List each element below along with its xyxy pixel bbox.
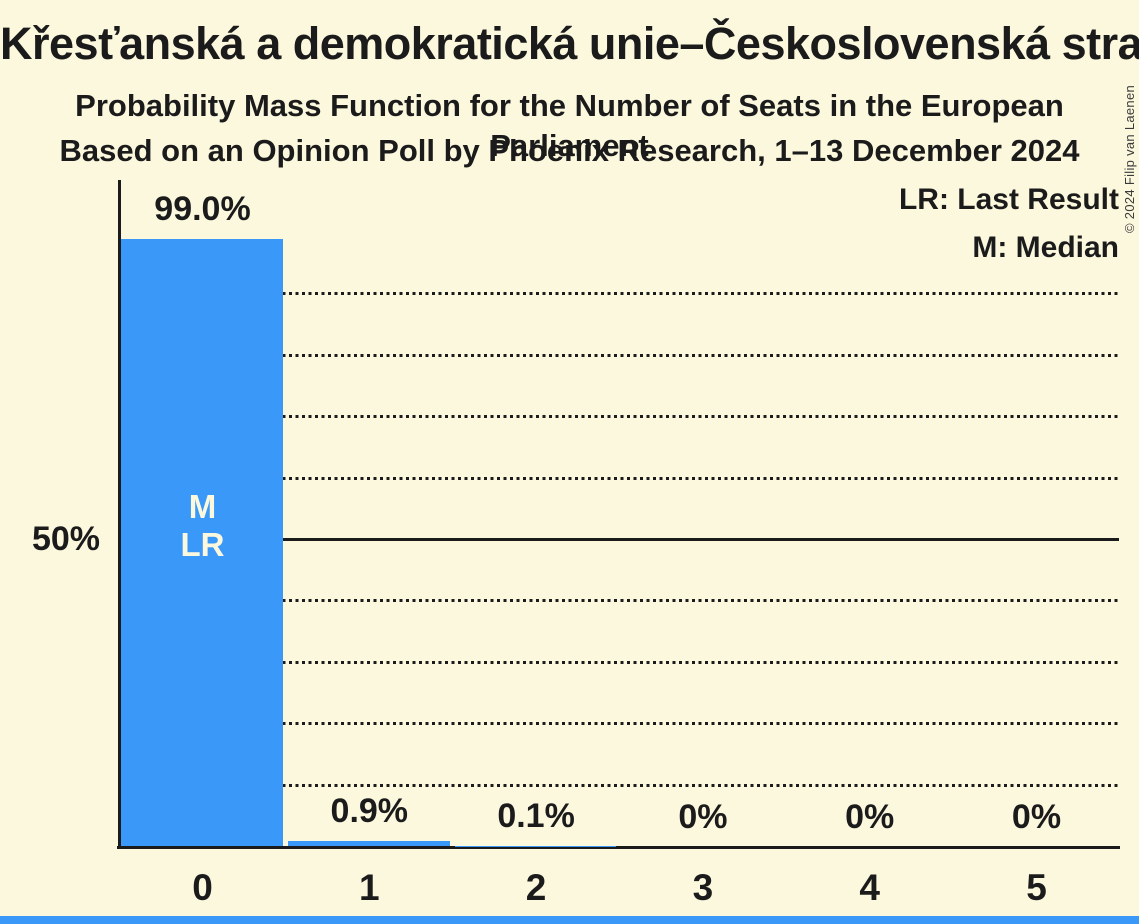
y-axis-line [117,180,121,848]
value-label-seat-2: 0.1% [497,796,575,835]
value-label-seat-0: 99.0% [154,189,251,228]
gridline-20pct [119,722,1119,726]
x-tick-seat-3: 3 [692,867,714,908]
poll-source-line: Based on an Opinion Poll by Phoenix Rese… [59,133,1080,168]
gridline-10pct [119,783,1119,787]
y-axis-50pct-label: 50% [31,520,100,558]
gridline-70pct [119,415,1119,419]
gridline-40pct [119,599,1119,603]
x-axis-line [117,845,1120,849]
last-result-marker: LR [180,526,225,563]
bar-seat-1 [287,840,450,847]
bottom-accent-strip [0,916,1139,924]
copyright-watermark: © 2024 Filip van Laenen [1122,84,1137,233]
chart-title: Křesťanská a demokratická unie–Českoslov… [0,18,1139,69]
legend-median: M: Median [972,231,1119,264]
gridline-30pct [119,660,1119,664]
chart-subtitle: Probability Mass Function for the Number… [75,88,1064,163]
bar-seat-0 [121,238,283,847]
gridline-80pct [119,353,1119,357]
x-tick-seat-4: 4 [859,867,880,908]
gridline-50pct [119,538,1119,541]
gridline-90pct [119,292,1119,296]
value-label-seat-5: 0% [1011,797,1062,836]
gridline-60pct [119,476,1119,480]
x-tick-seat-1: 1 [359,867,380,908]
x-tick-seat-2: 2 [525,867,547,908]
bar-median-lastresult-annotation: M LR [121,488,284,564]
value-label-seat-3: 0% [678,797,728,836]
legend-last-result: LR: Last Result [898,183,1119,216]
bar-seat-2 [454,845,617,847]
median-marker: M [188,488,217,525]
x-tick-seat-0: 0 [192,867,213,908]
value-label-seat-1: 0.9% [330,791,409,830]
value-label-seat-4: 0% [845,797,895,836]
x-tick-seat-5: 5 [1026,867,1047,908]
